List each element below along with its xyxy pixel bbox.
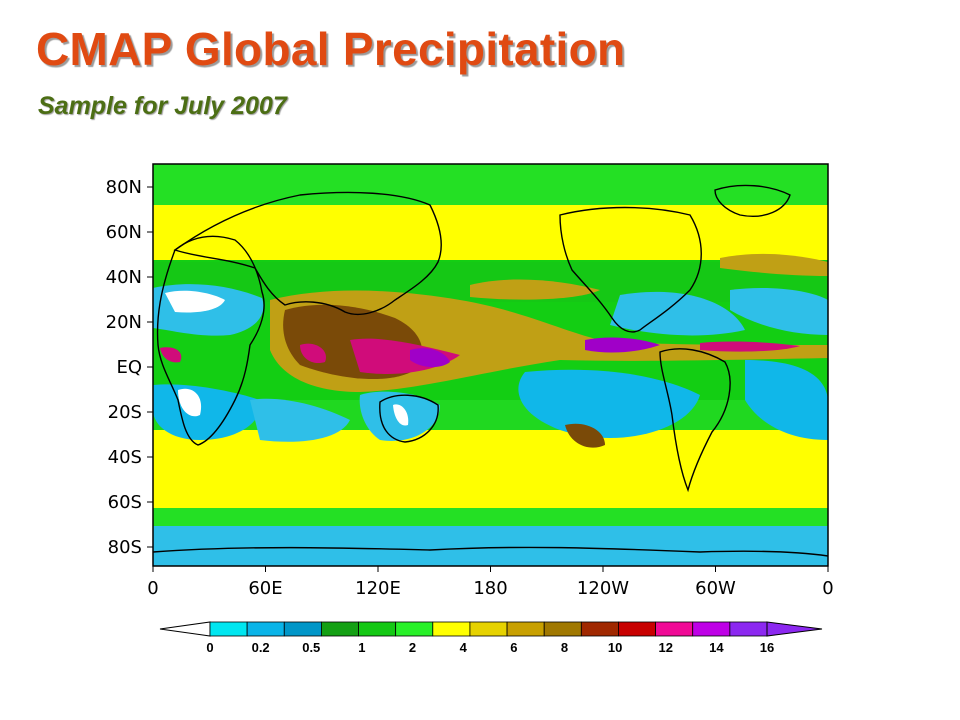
lat-label-80s: 80S (108, 537, 142, 558)
colorbar-labels: 0 0.2 0.5 1 2 4 6 8 10 12 14 16 (206, 640, 774, 655)
lat-label-eq: EQ (116, 357, 142, 378)
dry-south-pacific (518, 369, 700, 438)
dry-north-pacific-east (610, 291, 745, 336)
desert-australia-white (393, 404, 409, 426)
lon-label-0-east: 0 (822, 578, 833, 599)
lat-label-60s: 60S (108, 492, 142, 513)
colorbar-segment (506, 621, 545, 637)
dry-north-atlantic (730, 288, 828, 335)
colorbar-segment (655, 621, 694, 637)
greenland-coast (714, 184, 791, 217)
wet-north-pacific-storm (470, 279, 600, 300)
max-philippine-sea (410, 348, 450, 368)
colorbar-label: 0 (206, 640, 213, 655)
lon-label-60w: 60W (695, 578, 736, 599)
lat-tick-20n: 20N (106, 312, 153, 333)
colorbar-label: 4 (460, 640, 468, 655)
colorbar-segment (395, 621, 434, 637)
colorbar-segment (729, 621, 768, 637)
lat-label-20n: 20N (106, 312, 142, 333)
lat-tick-40s: 40S (108, 447, 153, 468)
lon-label-60e: 60E (248, 578, 282, 599)
colorbar-segment (209, 621, 248, 637)
lon-label-120e: 120E (355, 578, 401, 599)
colorbar-segments (209, 621, 768, 637)
band-north-midlat (153, 205, 828, 260)
colorbar-label: 1 (358, 640, 365, 655)
lon-tick-60e: 60E (248, 566, 283, 599)
africa-coast (156, 235, 265, 446)
colorbar: 0 0.2 0.5 1 2 4 6 8 10 12 14 16 (159, 621, 823, 655)
lat-tick-40n: 40N (106, 267, 153, 288)
australia-coast (379, 394, 439, 443)
colorbar-label: 8 (561, 640, 568, 655)
colorbar-label: 0.2 (252, 640, 270, 655)
colorbar-segment (580, 621, 619, 637)
colorbar-label: 16 (760, 640, 774, 655)
colorbar-label: 6 (510, 640, 517, 655)
lat-label-60n: 60N (106, 222, 142, 243)
lon-tick-0-east: 0 (822, 566, 834, 599)
lat-tick-80n: 80N (106, 177, 153, 198)
colorbar-segment (543, 621, 582, 637)
dry-indian-ocean-south (250, 398, 350, 442)
lat-tick-80s: 80S (108, 537, 153, 558)
lon-label-120w: 120W (577, 578, 629, 599)
page-title: CMAP Global Precipitation (36, 23, 626, 75)
colorbar-segment (320, 621, 359, 637)
extreme-west-africa (160, 347, 182, 363)
lon-label-0-west: 0 (147, 578, 158, 599)
colorbar-label: 0.5 (302, 640, 320, 655)
colorbar-label: 2 (409, 640, 416, 655)
lat-label-20s: 20S (108, 402, 142, 423)
lon-tick-60w: 60W (695, 566, 736, 599)
colorbar-label: 12 (658, 640, 672, 655)
extreme-atlantic-itcz (700, 341, 800, 352)
colorbar-segment (432, 621, 471, 637)
wet-south-pacific-blob (565, 423, 605, 448)
colorbar-max-arrow (766, 621, 823, 637)
dry-south-atlantic (745, 360, 828, 440)
lat-axis: 80N 60N 40N 20N EQ 20S 40S 60S 80S (106, 177, 153, 558)
colorbar-segment (469, 621, 508, 637)
desert-white (165, 290, 225, 313)
band-southern-ocean (153, 508, 828, 528)
lon-tick-180: 180 (473, 566, 508, 599)
colorbar-segment (692, 621, 731, 637)
lon-label-180: 180 (473, 578, 507, 599)
colorbar-min-arrow (159, 621, 211, 637)
colorbar-label: 10 (608, 640, 622, 655)
lon-axis: 0 60E 120E 180 120W 60W 0 (147, 566, 834, 599)
lon-tick-120e: 120E (355, 566, 401, 599)
colorbar-label: 14 (709, 640, 724, 655)
lat-label-40n: 40N (106, 267, 142, 288)
antarctica-coast (153, 546, 828, 557)
wet-north-atlantic-storm (720, 253, 828, 276)
lat-label-80n: 80N (106, 177, 142, 198)
precipitation-map (153, 164, 828, 566)
eurasia-coast (173, 191, 442, 316)
colorbar-segment (618, 621, 656, 637)
colorbar-segment (246, 621, 285, 637)
page-subtitle: Sample for July 2007 (38, 92, 287, 120)
band-south-midlat (153, 430, 828, 510)
lon-tick-120w: 120W (577, 566, 629, 599)
colorbar-segment (358, 621, 397, 637)
lat-label-40s: 40S (108, 447, 142, 468)
extreme-bay-of-bengal (300, 343, 326, 364)
max-east-pacific (585, 337, 660, 353)
lat-tick-20s: 20S (108, 402, 153, 423)
lat-tick-60n: 60N (106, 222, 153, 243)
lat-tick-60s: 60S (108, 492, 153, 513)
lon-tick-0-west: 0 (147, 566, 159, 599)
south-america-coast (659, 348, 731, 493)
lat-tick-eq: EQ (116, 357, 153, 378)
band-antarctica (153, 526, 828, 566)
north-america-coast (559, 206, 702, 333)
colorbar-segment (283, 621, 322, 637)
coastlines (153, 184, 828, 557)
desert-kalahari-white (178, 388, 202, 417)
